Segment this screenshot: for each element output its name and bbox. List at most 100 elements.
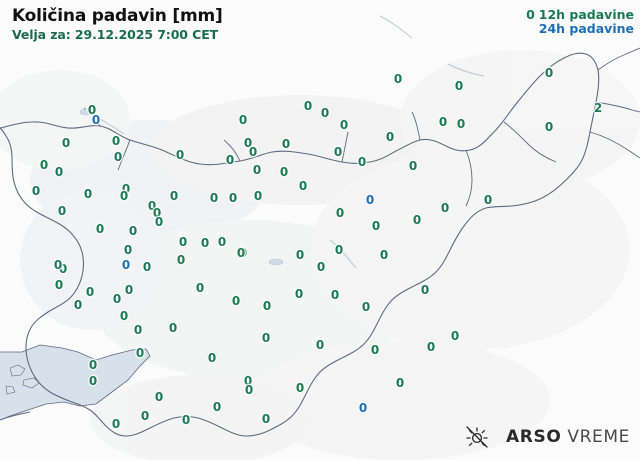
station-value: 0 — [61, 136, 71, 150]
station-value: 0 — [113, 150, 123, 164]
station-value: 0 — [238, 246, 248, 260]
station-value: 0 — [294, 287, 304, 301]
station-value: 0 — [379, 248, 389, 262]
station-value: 0 — [195, 281, 205, 295]
slovenia-border — [0, 52, 600, 437]
station-value: 0 — [483, 193, 493, 207]
station-value: 0 — [112, 292, 122, 306]
legend-label-24h: 24h padavine — [538, 21, 634, 36]
station-value: 0 — [248, 145, 258, 159]
station-value: 0 — [243, 136, 253, 150]
station-value: 0 — [111, 134, 121, 148]
station-value: 0 — [371, 219, 381, 233]
station-value: 0 — [176, 253, 186, 267]
station-value: 0 — [88, 358, 98, 372]
station-value: 0 — [53, 258, 63, 272]
station-value: 0 — [361, 300, 371, 314]
station-value: 0 — [142, 260, 152, 274]
legend-sample-value: 0 — [526, 7, 535, 22]
station-value: 0 — [83, 187, 93, 201]
station-value: 0 — [365, 193, 375, 207]
station-value: 0 — [231, 294, 241, 308]
station-value: 0 — [320, 106, 330, 120]
station-value: 0 — [315, 338, 325, 352]
station-value: 0 — [169, 189, 179, 203]
station-value: 0 — [395, 376, 405, 390]
station-value: 0 — [119, 309, 129, 323]
station-value: 0 — [119, 189, 129, 203]
station-value: 0 — [31, 184, 41, 198]
station-value: 0 — [140, 409, 150, 423]
station-value: 0 — [181, 413, 191, 427]
station-value: 0 — [440, 201, 450, 215]
station-value: 0 — [316, 260, 326, 274]
station-value: 0 — [544, 66, 554, 80]
station-value: 0 — [168, 321, 178, 335]
station-value: 0 — [39, 158, 49, 172]
station-value: 0 — [135, 346, 145, 360]
page-title: Količina padavin [mm] — [12, 6, 223, 26]
station-value: 0 — [238, 113, 248, 127]
coastline — [0, 344, 151, 421]
station-value: 0 — [357, 155, 367, 169]
brand-text: ARSO VREME — [506, 427, 630, 447]
station-value: 0 — [124, 283, 134, 297]
station-value: 0 — [178, 235, 188, 249]
station-value: 0 — [154, 390, 164, 404]
station-value: 0 — [152, 206, 162, 220]
station-value: 0 — [57, 204, 67, 218]
station-value: 0 — [330, 288, 340, 302]
station-value: 0 — [88, 374, 98, 388]
station-value: 0 — [438, 115, 448, 129]
station-value: 0 — [87, 103, 97, 117]
station-value: 0 — [412, 213, 422, 227]
legend-row-12h: 0 12h padavine — [526, 8, 634, 22]
station-value: 0 — [244, 383, 254, 397]
station-value: 0 — [420, 283, 430, 297]
station-value: 0 — [454, 79, 464, 93]
brand-name-light: VREME — [567, 427, 630, 447]
station-value: 0 — [339, 118, 349, 132]
brand-name-bold: ARSO — [506, 427, 562, 447]
station-value: 0 — [261, 331, 271, 345]
station-value: 0 — [408, 159, 418, 173]
station-value: 0 — [128, 224, 138, 238]
station-value: 0 — [393, 72, 403, 86]
station-value: 0 — [217, 235, 227, 249]
station-value: 0 — [209, 191, 219, 205]
station-value: 0 — [544, 120, 554, 134]
station-value: 0 — [54, 165, 64, 179]
station-value: 0 — [333, 145, 343, 159]
valid-time-label: Velja za: 29.12.2025 7:00 CET — [12, 27, 219, 42]
station-value: 0 — [228, 191, 238, 205]
station-value: 0 — [358, 401, 368, 415]
station-value: 0 — [252, 163, 262, 177]
station-value: 0 — [207, 351, 217, 365]
station-value: 0 — [253, 189, 263, 203]
station-value: 0 — [95, 222, 105, 236]
station-value: 0 — [225, 153, 235, 167]
rivers — [85, 15, 485, 269]
brand-logo: ARSO VREME — [464, 424, 630, 450]
station-value: 0 — [303, 99, 313, 113]
legend: 0 12h padavine 24h padavine — [526, 8, 634, 36]
station-value: 0 — [281, 137, 291, 151]
station-value: 0 — [236, 246, 246, 260]
station-value: 0 — [295, 381, 305, 395]
station-value: 0 — [456, 117, 466, 131]
station-value: 0 — [243, 374, 253, 388]
station-value: 0 — [334, 243, 344, 257]
lakes — [79, 108, 284, 266]
station-value: 0 — [212, 400, 222, 414]
station-value: 2 — [593, 101, 603, 115]
station-value: 0 — [73, 298, 83, 312]
station-value: 0 — [262, 299, 272, 313]
station-value: 0 — [450, 329, 460, 343]
station-value: 0 — [133, 323, 143, 337]
station-value: 0 — [91, 113, 101, 127]
station-value: 0 — [121, 182, 131, 196]
station-value: 0 — [261, 412, 271, 426]
station-value: 0 — [200, 236, 210, 250]
station-value: 0 — [121, 258, 131, 272]
